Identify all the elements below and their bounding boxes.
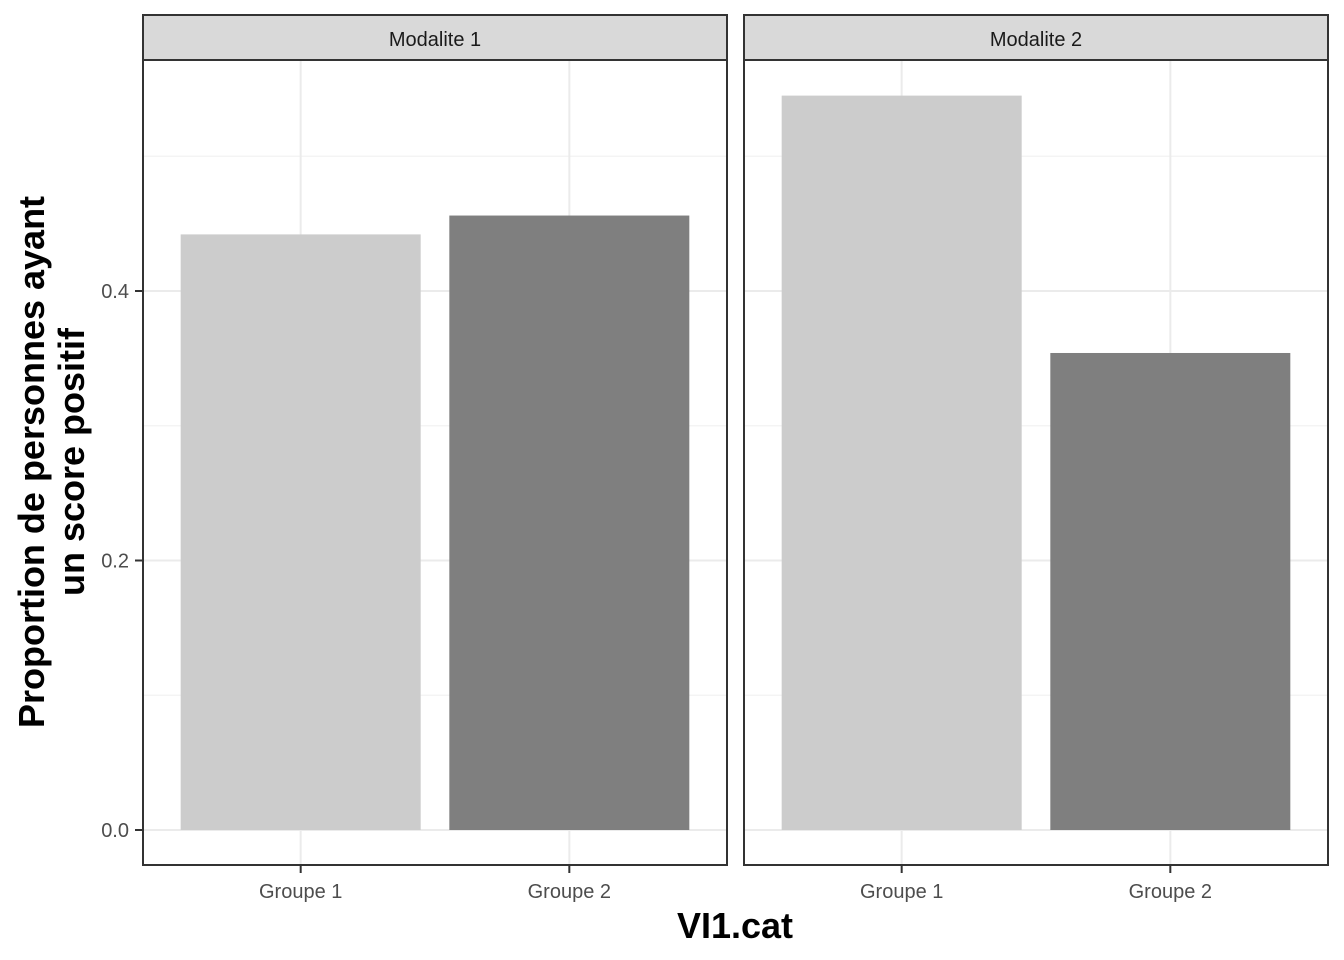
facet-strip-label: Modalite 1 [389,29,481,51]
bar-1-1 [180,234,421,830]
x-tick-label: Groupe 2 [1129,881,1212,903]
panels-layer: Modalite 1 Groupe 1 Groupe 2 Modalite 2 Grou… [101,14,1329,903]
x-tick-label: Groupe 1 [860,881,943,903]
x-axis-title: VI1.cat [677,905,793,946]
facet-strip-label: Modalite 2 [990,29,1082,51]
y-tick-label: 0.2 [101,551,129,573]
x-tick-label: Groupe 2 [528,881,611,903]
bar-2-2 [1050,352,1291,830]
bar-1-2 [449,215,690,831]
x-tick-label: Groupe 1 [259,881,342,903]
facet-strip [142,14,728,61]
bar-2-1 [781,95,1022,831]
y-axis-title-line-2: un score positif [51,327,92,596]
facet-strip [743,14,1329,61]
y-tick-label: 0.4 [101,281,129,303]
y-tick-label: 0.0 [101,820,129,842]
y-axis-title-line-1: Proportion de personnes ayant [11,196,52,728]
